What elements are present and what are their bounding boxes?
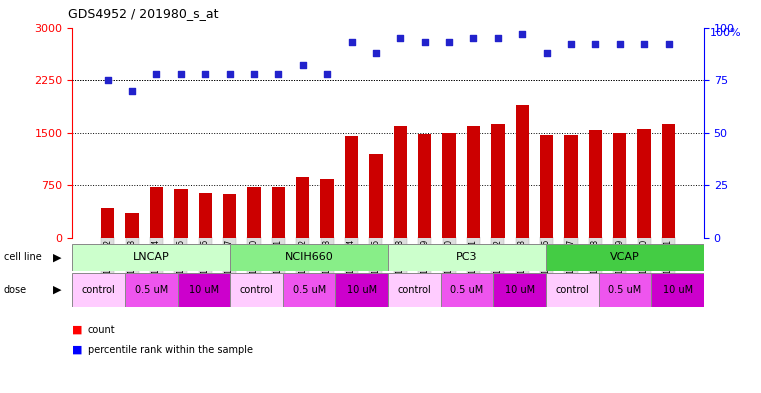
Text: 10 uM: 10 uM bbox=[347, 285, 377, 295]
Text: ▶: ▶ bbox=[53, 252, 62, 263]
Text: VCAP: VCAP bbox=[610, 252, 640, 263]
Point bbox=[102, 77, 114, 83]
Text: LNCAP: LNCAP bbox=[133, 252, 170, 263]
Text: 0.5 uM: 0.5 uM bbox=[451, 285, 484, 295]
Bar bbox=[369, 154, 383, 238]
Point bbox=[345, 39, 358, 45]
Bar bbox=[296, 177, 310, 238]
Bar bbox=[223, 194, 237, 238]
Bar bbox=[101, 208, 114, 238]
Bar bbox=[599, 273, 651, 307]
Point bbox=[467, 35, 479, 41]
Bar bbox=[589, 130, 602, 238]
Text: GDS4952 / 201980_s_at: GDS4952 / 201980_s_at bbox=[68, 7, 219, 20]
Point bbox=[638, 41, 650, 48]
Bar bbox=[540, 136, 553, 238]
Text: 10 uM: 10 uM bbox=[663, 285, 693, 295]
Text: control: control bbox=[81, 285, 116, 295]
Point bbox=[126, 87, 139, 94]
Bar bbox=[336, 273, 388, 307]
Text: PC3: PC3 bbox=[457, 252, 478, 263]
Point bbox=[565, 41, 577, 48]
Point bbox=[224, 71, 236, 77]
Text: percentile rank within the sample: percentile rank within the sample bbox=[88, 345, 253, 355]
Bar bbox=[231, 244, 388, 271]
Text: 10 uM: 10 uM bbox=[505, 285, 535, 295]
Bar bbox=[418, 134, 431, 238]
Text: 10 uM: 10 uM bbox=[189, 285, 219, 295]
Bar bbox=[388, 273, 441, 307]
Bar bbox=[174, 189, 187, 238]
Point bbox=[540, 50, 552, 56]
Bar bbox=[72, 273, 125, 307]
Bar bbox=[177, 273, 230, 307]
Bar bbox=[150, 187, 163, 238]
Bar bbox=[345, 136, 358, 238]
Bar bbox=[199, 193, 212, 238]
Point bbox=[370, 50, 382, 56]
Point bbox=[443, 39, 455, 45]
Text: 0.5 uM: 0.5 uM bbox=[292, 285, 326, 295]
Bar bbox=[515, 105, 529, 238]
Point bbox=[662, 41, 674, 48]
Bar bbox=[393, 126, 407, 238]
Bar bbox=[493, 273, 546, 307]
Point bbox=[589, 41, 601, 48]
Bar bbox=[247, 187, 261, 238]
Bar bbox=[546, 244, 704, 271]
Point bbox=[419, 39, 431, 45]
Bar bbox=[613, 132, 626, 238]
Bar bbox=[442, 132, 456, 238]
Bar bbox=[283, 273, 336, 307]
Bar bbox=[491, 124, 505, 238]
Point bbox=[516, 31, 528, 37]
Text: 0.5 uM: 0.5 uM bbox=[608, 285, 642, 295]
Point bbox=[248, 71, 260, 77]
Text: dose: dose bbox=[4, 285, 27, 295]
Bar bbox=[388, 244, 546, 271]
Text: cell line: cell line bbox=[4, 252, 42, 263]
Point bbox=[321, 71, 333, 77]
Bar bbox=[231, 273, 283, 307]
Point bbox=[394, 35, 406, 41]
Point bbox=[613, 41, 626, 48]
Text: ■: ■ bbox=[72, 325, 83, 335]
Bar bbox=[564, 136, 578, 238]
Bar bbox=[272, 187, 285, 238]
Point bbox=[297, 62, 309, 68]
Point bbox=[272, 71, 285, 77]
Bar bbox=[546, 273, 599, 307]
Bar bbox=[125, 273, 177, 307]
Text: ■: ■ bbox=[72, 345, 83, 355]
Text: 100%: 100% bbox=[710, 28, 742, 37]
Text: control: control bbox=[240, 285, 273, 295]
Bar bbox=[126, 213, 139, 238]
Point bbox=[492, 35, 504, 41]
Bar bbox=[320, 179, 334, 238]
Text: 0.5 uM: 0.5 uM bbox=[135, 285, 168, 295]
Bar bbox=[638, 129, 651, 238]
Bar bbox=[651, 273, 704, 307]
Text: control: control bbox=[556, 285, 589, 295]
Point bbox=[199, 71, 212, 77]
Text: count: count bbox=[88, 325, 115, 335]
Text: control: control bbox=[397, 285, 431, 295]
Point bbox=[151, 71, 163, 77]
Point bbox=[175, 71, 187, 77]
Bar bbox=[662, 124, 675, 238]
Text: ▶: ▶ bbox=[53, 285, 62, 295]
Bar bbox=[441, 273, 493, 307]
Bar bbox=[72, 244, 231, 271]
Text: NCIH660: NCIH660 bbox=[285, 252, 333, 263]
Bar bbox=[466, 126, 480, 238]
